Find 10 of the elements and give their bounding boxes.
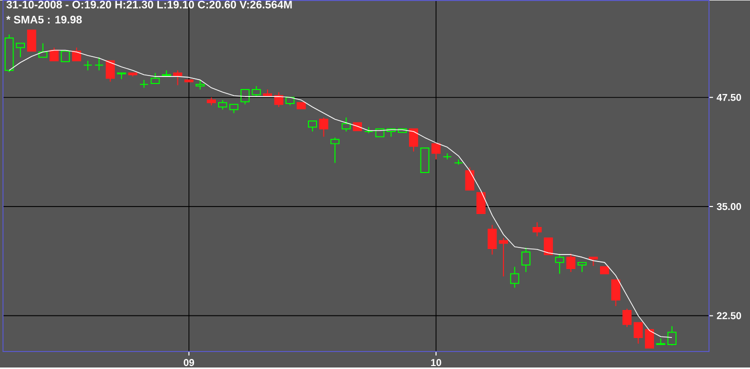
chart-title: 31-10-2008 - O:19.20 H:21.30 L:19.10 C:20.60 V:26.564M: [6, 0, 292, 8]
candlestick: [510, 266, 520, 288]
candlestick: [83, 60, 92, 71]
y-tick-label: 47.50: [716, 94, 742, 101]
y-tick-label: 35.00: [716, 202, 742, 210]
x-tick-label: 09: [184, 358, 194, 366]
y-tick-label: 22.50: [716, 312, 742, 320]
text: * SMA5 : 19.98: [6, 16, 82, 24]
candlestick: [488, 224, 497, 255]
x-tick-label: 10: [431, 358, 442, 366]
